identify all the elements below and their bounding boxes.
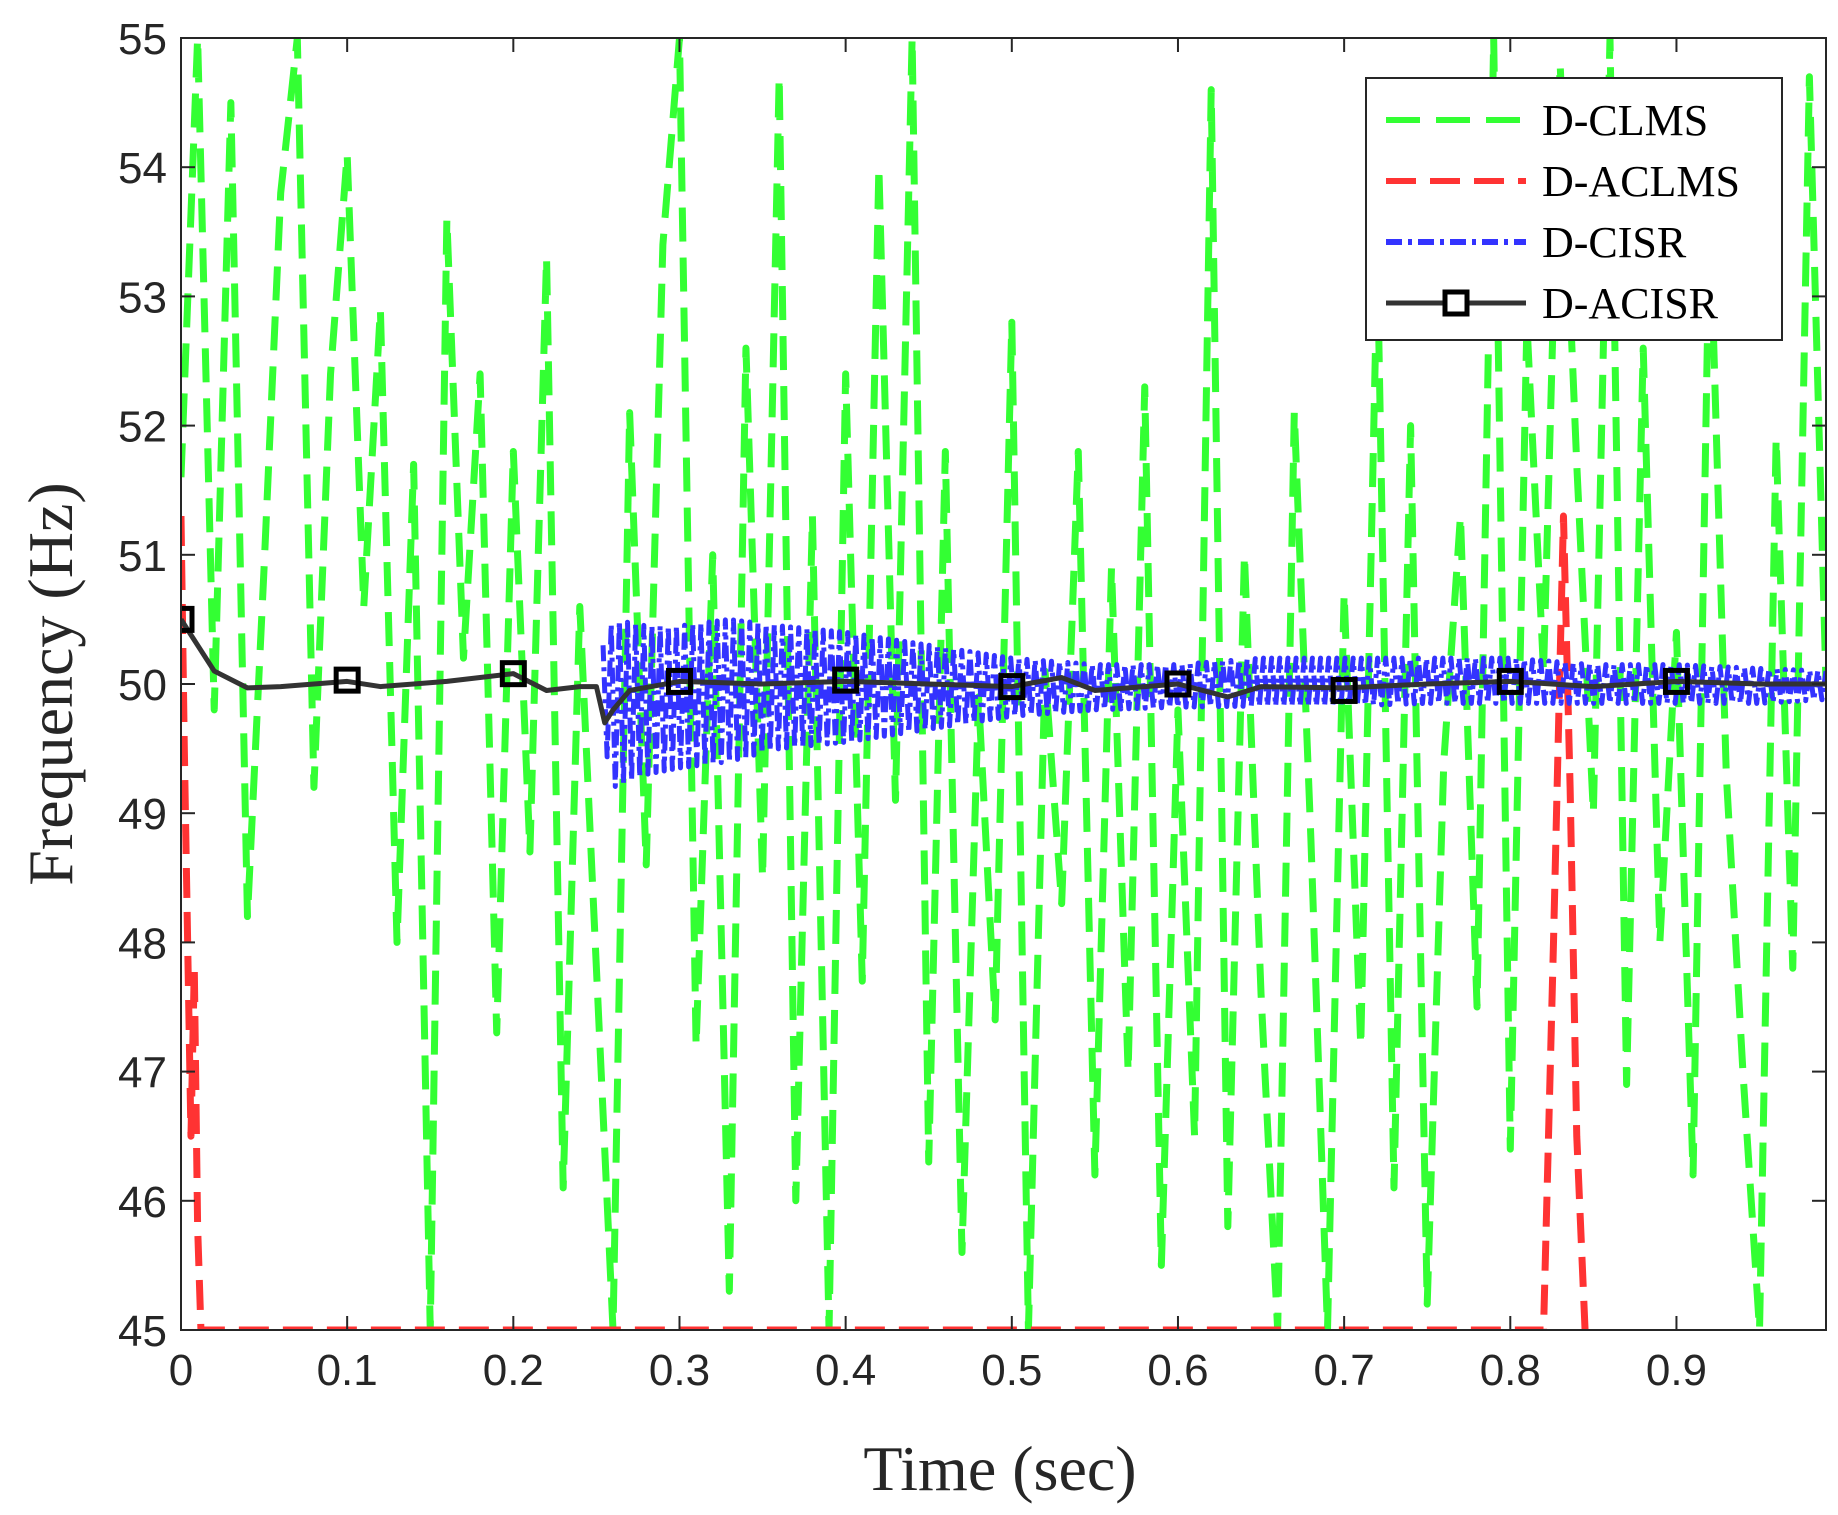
x-tick-label: 0.7 <box>1314 1346 1375 1395</box>
y-tick-label: 51 <box>118 532 167 581</box>
y-tick-label: 52 <box>118 403 167 452</box>
marker-d-acisr <box>1164 670 1192 698</box>
legend-label-d-aclms: D-ACLMS <box>1542 157 1740 206</box>
series-layer <box>181 38 1826 1330</box>
marker-d-acisr <box>1496 667 1524 695</box>
y-tick-label: 48 <box>118 919 167 968</box>
series-line-d-cisr <box>600 617 1826 789</box>
marker-d-acisr <box>1662 667 1690 695</box>
legend-label-d-clms: D-CLMS <box>1542 96 1708 145</box>
series-line-d-aclms <box>181 512 1589 1330</box>
y-tick-label: 46 <box>118 1178 167 1227</box>
legend: D-CLMS D-ACLMS D-CISR D-ACISR <box>1365 77 1783 341</box>
y-tick-label: 49 <box>118 790 167 839</box>
marker-d-acisr <box>998 673 1026 701</box>
axes: 0 0.1 0.2 0.3 0.4 0.5 0.6 0.7 0.8 0.9 45 46 47 48 49 50… <box>118 15 1827 1395</box>
y-tick-label: 50 <box>118 661 167 710</box>
x-tick-label: 0.3 <box>649 1346 710 1395</box>
y-tick-label: 54 <box>118 144 167 193</box>
legend-label-d-cisr: D-CISR <box>1542 218 1687 267</box>
x-tick-label: 0.5 <box>981 1346 1042 1395</box>
x-tick-label: 0.1 <box>317 1346 378 1395</box>
marker-d-acisr <box>333 666 361 694</box>
x-tick-label: 0.6 <box>1147 1346 1208 1395</box>
series-line-d-acisr <box>181 618 1826 726</box>
legend-marker-d-acisr <box>1442 289 1470 317</box>
y-tick-label: 45 <box>118 1307 167 1356</box>
y-tick-label: 55 <box>118 15 167 64</box>
x-tick-label: 0.9 <box>1646 1346 1707 1395</box>
x-tick-label: 0.8 <box>1480 1346 1541 1395</box>
marker-d-acisr <box>832 666 860 694</box>
x-tick-label: 0.4 <box>815 1346 876 1395</box>
y-axis-label: Frequency (Hz) <box>15 482 86 885</box>
marker-d-acisr <box>499 660 527 688</box>
y-tick-label: 53 <box>118 273 167 322</box>
x-axis-label: Time (sec) <box>863 1433 1136 1504</box>
x-tick-label: 0 <box>169 1346 193 1395</box>
marker-d-acisr <box>665 667 693 695</box>
marker-d-acisr <box>1330 676 1358 704</box>
x-tick-label: 0.2 <box>483 1346 544 1395</box>
legend-label-d-acisr: D-ACISR <box>1542 279 1719 328</box>
marker-d-acisr <box>181 605 195 633</box>
legend-box <box>1365 77 1783 341</box>
y-tick-label: 47 <box>118 1049 167 1098</box>
